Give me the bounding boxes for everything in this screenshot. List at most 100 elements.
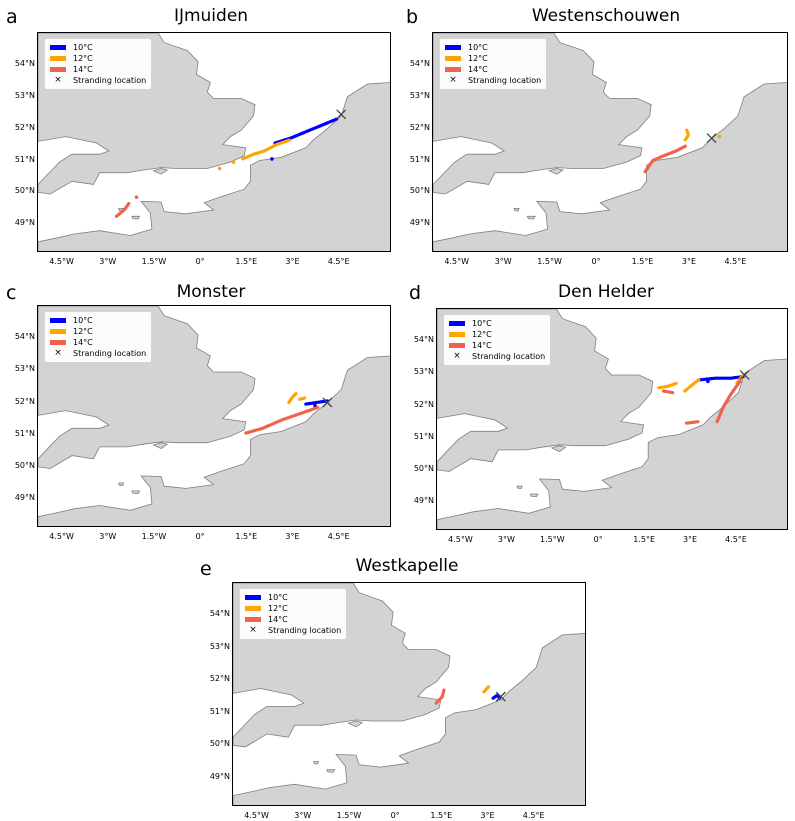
longitude-tick-label: 3°E [285,257,300,266]
panel-letter: b [406,6,419,28]
longitude-tick-label: 4.5°W [244,811,269,820]
latitude-tick-label: 51°N [14,428,35,438]
legend-label: 10°C [73,316,93,325]
particle-track [304,399,329,406]
legend-10c: 10°C [245,592,341,603]
legend-swatch [445,56,461,61]
longitude-tick-label: 3°E [682,535,698,544]
panel-letter: d [409,282,422,304]
longitude-tick-label: 0° [390,811,400,820]
latitude-tick-label: 50°N [413,463,434,473]
continent-landmass [233,633,585,805]
latitude-tick-label: 49°N [209,771,230,781]
legend-swatch [445,45,461,50]
guernsey-island [313,761,320,765]
legend-label: 12°C [472,330,492,339]
longitude-tick-label: 4.5°W [444,257,470,266]
particle-track [241,138,292,161]
guernsey-island [513,207,520,212]
particle-track [434,688,446,705]
legend-label: 14°C [268,615,288,624]
legend-swatch [449,332,465,337]
particle-track [298,396,308,401]
legend-12c: 12°C [50,53,146,64]
longitude-tick-label: 3°W [494,257,512,266]
legend-stranding: × Stranding location [50,348,146,359]
legend-14c: 14°C [245,614,341,625]
latitude-tick-label: 49°N [413,496,434,506]
particle-cluster [231,160,236,164]
legend-12c: 12°C [50,326,146,337]
particle-track [482,685,491,694]
latitude-tick-label: 50°N [209,739,230,749]
legend-10c: 10°C [50,315,146,326]
guernsey-island [118,482,125,486]
latitude-tick-label: 49°N [14,218,35,228]
particle-track [114,202,131,218]
longitude-tick-label: 3°W [294,811,312,820]
panel-letter: e [200,558,212,580]
longitude-tick-label: 3°W [99,257,117,266]
latitude-tick-label: 50°N [14,460,35,470]
legend-label: 10°C [468,43,488,52]
legend-label: 14°C [472,341,492,350]
particle-track [244,405,320,435]
panel-letter: c [6,282,17,304]
map-frame[interactable]: 10°C 12°C 14°C × Stranding location [432,32,788,252]
legend-14c: 14°C [449,340,545,351]
particle-cluster [717,134,722,139]
longitude-tick-label: 4.5°W [49,257,74,266]
legend-10c: 10°C [50,42,146,53]
map-frame[interactable]: 10°C 12°C 14°C × Stranding location [232,582,586,806]
map-frame[interactable]: 10°C 12°C 14°C × Stranding location [436,308,788,530]
longitude-tick-label: 4.5°W [448,535,473,544]
stranding-location-marker [706,133,717,144]
map-legend: 10°C 12°C 14°C × Stranding location [44,38,153,90]
longitude-tick-label: 1.5°E [235,257,258,266]
longitude-tick-label: 3°W [99,532,117,541]
panel-title: Den Helder [558,282,654,302]
map-frame[interactable]: 10°C 12°C 14°C × Stranding location [37,305,391,527]
jersey-island [131,215,141,220]
legend-12c: 12°C [245,603,341,614]
particle-track [643,144,687,174]
isle-of-wight [550,445,567,452]
latitude-tick-label: 54°N [14,332,35,342]
panel-title: Westenschouwen [531,6,681,26]
longitude-tick-label: 3°W [497,535,515,544]
particle-cluster [270,157,274,161]
longitude-tick-label: 1.5°W [336,811,362,820]
legend-swatch [50,67,66,72]
cross-icon: × [453,351,461,361]
latitude-tick-label: 54°N [409,58,430,68]
legend-label: Stranding location [73,76,147,85]
legend-label: 10°C [73,43,93,52]
longitude-tick-label: 4.5°E [327,532,350,541]
continent-landmass [38,82,390,251]
particle-track [683,378,701,393]
stranding-location-marker [739,369,750,380]
latitude-tick-label: 53°N [209,641,230,651]
legend-12c: 12°C [449,329,545,340]
longitude-tick-label: 1.5°E [633,535,656,544]
latitude-tick-label: 49°N [14,493,35,503]
map-frame[interactable]: 10°C 12°C 14°C × Stranding location [37,32,391,252]
latitude-tick-label: 52°N [14,396,35,406]
jersey-island [131,490,141,495]
longitude-tick-label: 1.5°E [235,532,258,541]
latitude-tick-label: 53°N [14,364,35,374]
legend-swatch [449,343,465,348]
latitude-tick-label: 52°N [413,399,434,409]
latitude-tick-label: 50°N [409,186,430,196]
legend-stranding: × Stranding location [449,351,545,362]
stranding-location-marker [336,109,347,120]
longitude-tick-label: 0° [195,532,205,541]
legend-swatch [50,318,66,323]
longitude-tick-label: 4.5°E [725,535,747,544]
legend-12c: 12°C [445,53,541,64]
panel-title: Westkapelle [355,556,459,576]
legend-swatch [245,595,261,600]
cross-icon: × [54,75,62,85]
legend-swatch [50,45,66,50]
legend-label: 12°C [268,604,288,613]
